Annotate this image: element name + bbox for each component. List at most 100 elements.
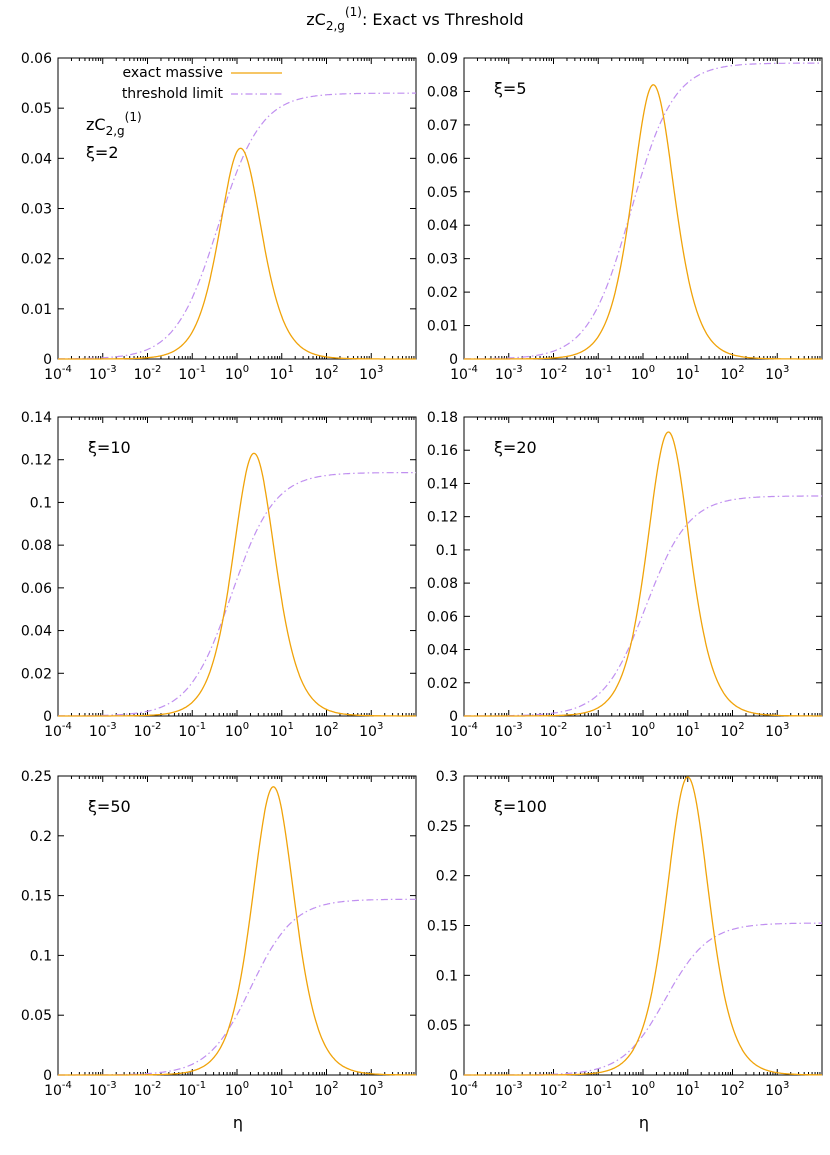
- plot-frame: [463, 775, 823, 1076]
- xi-label: ξ=50: [88, 797, 131, 816]
- x-tick-label: 10-1: [584, 721, 612, 740]
- y-tick-label: 0: [449, 709, 458, 725]
- x-tick-label: 103: [765, 1080, 789, 1099]
- y-tick-label: 0.02: [427, 285, 458, 301]
- x-tick-label: 103: [765, 364, 789, 383]
- y-tick-label: 0.08: [427, 576, 458, 592]
- x-tick-label: 101: [270, 364, 294, 383]
- series-exact-massive: [464, 776, 822, 1076]
- x-tick-label: 10-1: [178, 364, 206, 383]
- x-tick-label: 101: [676, 721, 700, 740]
- x-tick-label: 10-1: [178, 721, 206, 740]
- y-tick-label: 0.04: [427, 218, 458, 234]
- y-tick-label: 0.04: [21, 151, 52, 167]
- y-tick-label: 0.03: [21, 202, 52, 218]
- x-tick-label: 102: [314, 364, 338, 383]
- y-tick-label: 0.18: [427, 410, 458, 426]
- x-tick-label: 10-4: [450, 364, 478, 383]
- y-tick-label: 0.2: [436, 869, 458, 885]
- panel-3: 0 0.02 0.04 0.06 0.08 0.1 0.12 0.14 10-4 10-3 10-2…: [21, 410, 417, 740]
- plot-frame: [463, 416, 823, 717]
- plot-frame: [57, 57, 417, 360]
- x-tick-label: 10-3: [89, 1080, 117, 1099]
- y-tick-label: 0.03: [427, 252, 458, 268]
- xi-label: ξ=20: [494, 438, 537, 457]
- y-tick-label: 0.1: [30, 948, 52, 964]
- x-tick-label: 100: [225, 364, 249, 383]
- x-tick-label: 102: [720, 721, 744, 740]
- series-exact-massive: [58, 452, 416, 717]
- y-tick-label: 0: [449, 1068, 458, 1084]
- x-tick-label: 100: [631, 721, 655, 740]
- y-tick-label: 0.02: [427, 676, 458, 692]
- y-tick-label: 0.08: [427, 84, 458, 100]
- legend-label-threshold: threshold limit: [122, 86, 224, 102]
- y-tick-label: 0.02: [21, 252, 52, 268]
- quantity-label: zC2,g(1): [86, 110, 142, 138]
- y-tick-label: 0.06: [427, 151, 458, 167]
- y-tick-label: 0.07: [427, 118, 458, 134]
- y-tick-label: 0.06: [21, 581, 52, 597]
- xi-label: ξ=2: [86, 143, 119, 162]
- x-axis-label-right: η: [639, 1113, 649, 1132]
- y-tick-label: 0.16: [427, 443, 458, 459]
- y-tick-label: 0.06: [427, 609, 458, 625]
- y-tick-label: 0.05: [21, 101, 52, 117]
- panel-6: 0 0.05 0.1 0.15 0.2 0.25 0.3 10-4 10-3 10-2 10-1 10…: [427, 769, 823, 1099]
- y-tick-label: 0.1: [436, 968, 458, 984]
- y-tick-label: 0.05: [427, 185, 458, 201]
- series-threshold-limit: [464, 495, 822, 717]
- plot-frame: [463, 57, 823, 360]
- y-tick-label: 0.01: [21, 302, 52, 318]
- plot-frame: [57, 416, 417, 717]
- x-tick-label: 10-2: [540, 1080, 568, 1099]
- y-tick-label: 0.02: [21, 666, 52, 682]
- plot-frame: [57, 775, 417, 1076]
- series-exact-massive: [464, 84, 822, 360]
- y-tick-label: 0.14: [21, 410, 52, 426]
- x-tick-label: 103: [359, 1080, 383, 1099]
- x-tick-label: 10-2: [540, 721, 568, 740]
- panel-1: 0 0.01 0.02 0.03 0.04 0.05 0.06 10-4 10-3 10-2 10-…: [21, 51, 417, 383]
- y-tick-label: 0.04: [427, 643, 458, 659]
- x-tick-label: 102: [314, 721, 338, 740]
- y-tick-label: 0.1: [30, 495, 52, 511]
- xi-label: ξ=100: [494, 797, 547, 816]
- y-tick-label: 0.12: [427, 510, 458, 526]
- figure-title: zC2,g(1): Exact vs Threshold: [306, 5, 523, 33]
- x-tick-label: 10-1: [178, 1080, 206, 1099]
- series-threshold-limit: [464, 922, 822, 1076]
- y-tick-label: 0.2: [30, 829, 52, 845]
- y-tick-label: 0.09: [427, 51, 458, 67]
- x-tick-label: 10-4: [44, 1080, 72, 1099]
- panel-2: 0 0.01 0.02 0.03 0.04 0.05 0.06 0.07 0.08 0.09 10-…: [427, 51, 823, 383]
- y-tick-label: 0.06: [21, 51, 52, 67]
- series-threshold-limit: [58, 898, 416, 1076]
- xi-label: ξ=10: [88, 438, 131, 457]
- y-tick-label: 0.05: [21, 1008, 52, 1024]
- x-tick-label: 10-3: [495, 1080, 523, 1099]
- series-threshold-limit: [58, 92, 416, 360]
- y-tick-label: 0.3: [436, 769, 458, 785]
- y-tick-label: 0.05: [427, 1018, 458, 1034]
- legend-label-exact: exact massive: [123, 65, 223, 81]
- x-tick-label: 103: [359, 721, 383, 740]
- xi-label: ξ=5: [494, 79, 527, 98]
- x-tick-label: 10-3: [89, 721, 117, 740]
- x-tick-label: 10-2: [540, 364, 568, 383]
- x-tick-label: 101: [270, 1080, 294, 1099]
- y-tick-label: 0.15: [427, 919, 458, 935]
- x-tick-label: 101: [676, 1080, 700, 1099]
- x-tick-label: 10-4: [44, 721, 72, 740]
- legend: exact massive threshold limit: [122, 65, 282, 102]
- y-tick-label: 0.12: [21, 453, 52, 469]
- y-tick-label: 0.15: [21, 889, 52, 905]
- y-tick-label: 0.04: [21, 624, 52, 640]
- panel-4: 0 0.02 0.04 0.06 0.08 0.1 0.12 0.14 0.16 0.18 10-4…: [427, 410, 823, 740]
- y-tick-label: 0.1: [436, 543, 458, 559]
- x-tick-label: 10-4: [44, 364, 72, 383]
- y-tick-label: 0: [43, 1068, 52, 1084]
- x-tick-label: 102: [314, 1080, 338, 1099]
- y-tick-label: 0: [43, 352, 52, 368]
- x-tick-label: 102: [720, 1080, 744, 1099]
